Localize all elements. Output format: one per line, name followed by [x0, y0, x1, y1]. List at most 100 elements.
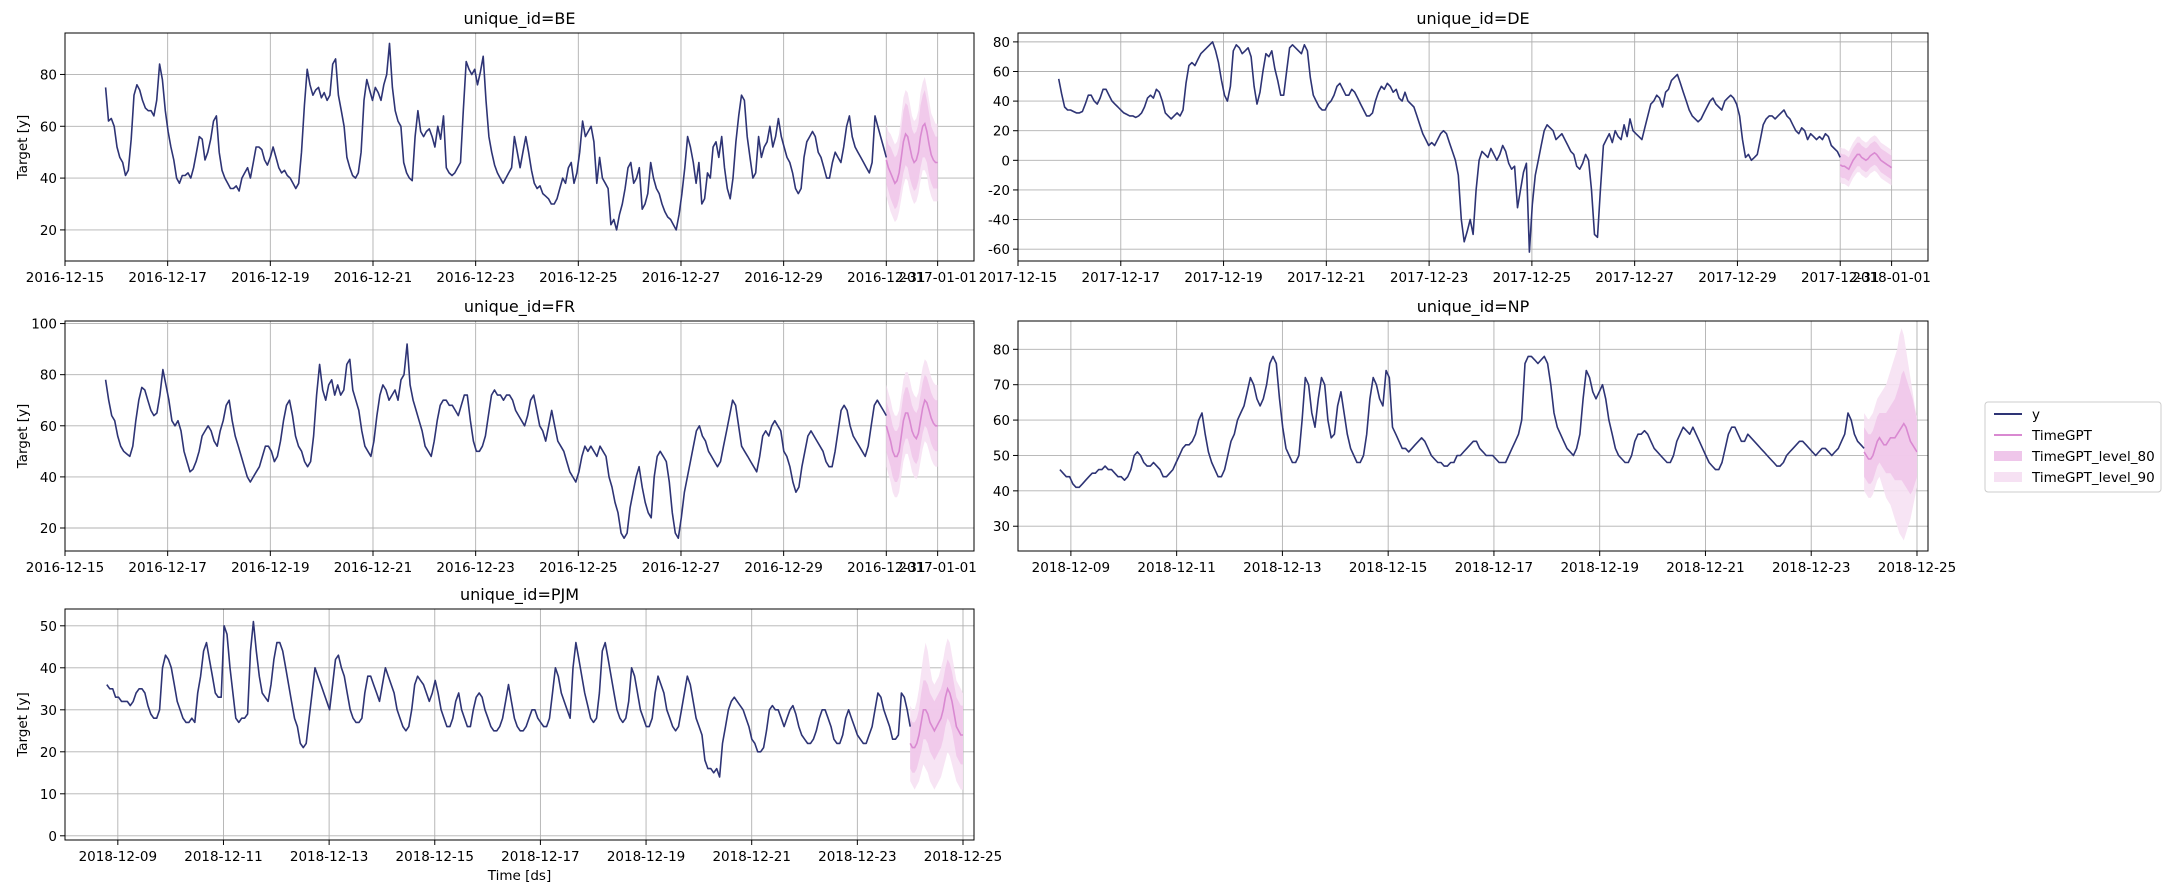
plot-area [104, 42, 938, 231]
x-tick-label: 2018-12-21 [1666, 560, 1744, 576]
series-y-line [104, 42, 888, 231]
x-tick-label: 2016-12-19 [231, 270, 309, 286]
x-tick-label: 2016-12-29 [744, 270, 822, 286]
x-tick-label: 2018-12-13 [290, 849, 368, 865]
x-tick-label: 2016-12-25 [539, 270, 617, 286]
band-level-80 [1864, 370, 1917, 495]
x-tick-label: 2016-12-15 [26, 560, 104, 576]
plot-area [106, 620, 963, 790]
x-tick-label: 2017-01-01 [898, 270, 976, 286]
series-timegpt-line [1839, 151, 1893, 171]
x-axis-label: Time [ds] [487, 868, 551, 884]
legend-frame [1984, 401, 2162, 493]
y-tick-label: 80 [993, 35, 1010, 51]
plot-area [1059, 328, 1918, 541]
x-tick-label: 2016-12-31 [847, 560, 925, 576]
series-timegpt-line [1863, 422, 1918, 460]
legend-label: TimeGPT_level_90 [2031, 470, 2155, 486]
y-tick-label: 60 [40, 419, 57, 435]
x-tick-label: 2017-12-23 [1390, 270, 1468, 286]
subplot-3: 2018-12-09 2018-12-11 2018-12-13 2018-12-15… [993, 297, 1956, 576]
x-tick-label: 2016-12-21 [334, 560, 412, 576]
x-tick-label: 2018-12-11 [184, 849, 262, 865]
subplot-1: 2017-12-15 2017-12-17 2017-12-19 2017-12-21… [979, 9, 1931, 286]
x-tick-label: 2017-01-01 [898, 560, 976, 576]
legend-label: TimeGPT [2031, 428, 2093, 444]
band-level-80 [886, 90, 938, 210]
x-tick-label: 2018-12-23 [818, 849, 896, 865]
y-tick-label: 40 [40, 661, 57, 677]
x-tick-label: 2016-12-15 [26, 270, 104, 286]
x-tick-label: 2016-12-23 [436, 560, 514, 576]
series-y-line [1057, 41, 1841, 253]
x-tick-label: 2018-12-21 [712, 849, 790, 865]
subplot-title: unique_id=BE [464, 9, 576, 29]
plot-area [1057, 41, 1893, 253]
subplot-0: 2016-12-15 2016-12-17 2016-12-19 2016-12-21… [15, 9, 977, 286]
y-tick-label: 60 [993, 64, 1010, 80]
y-tick-label: 100 [31, 317, 57, 333]
y-tick-label: 10 [40, 787, 57, 803]
x-tick-label: 2018-12-17 [1455, 560, 1533, 576]
y-tick-label: 40 [40, 171, 57, 187]
series-timegpt-line [885, 121, 938, 185]
x-tick-label: 2016-12-19 [231, 560, 309, 576]
x-tick-label: 2018-12-15 [1349, 560, 1427, 576]
plot-area [104, 343, 938, 539]
series-y-line [1059, 355, 1865, 489]
y-tick-label: 70 [993, 378, 1010, 394]
y-tick-label: 30 [40, 703, 57, 719]
x-tick-label: 2018-12-09 [1032, 560, 1110, 576]
series-timegpt-line [909, 686, 963, 749]
y-tick-label: 40 [993, 484, 1010, 500]
subplot-title: unique_id=FR [464, 297, 575, 317]
y-tick-label: -60 [988, 242, 1010, 258]
legend: y TimeGPT TimeGPT_level_80 TimeGPT_level_90 [1984, 401, 2162, 493]
y-axis-label: Target [y] [15, 692, 31, 758]
y-tick-label: 30 [993, 519, 1010, 535]
series-y-line [106, 620, 911, 778]
y-tick-label: 0 [1001, 153, 1010, 169]
legend-label: y [2032, 407, 2040, 423]
x-tick-label: 2016-12-21 [334, 270, 412, 286]
x-tick-label: 2016-12-17 [128, 270, 206, 286]
x-tick-label: 2016-12-23 [436, 270, 514, 286]
x-tick-label: 2018-12-25 [924, 849, 1002, 865]
series-timegpt-line [885, 398, 938, 458]
y-tick-label: 20 [993, 124, 1010, 140]
x-tick-label: 2017-12-17 [1082, 270, 1160, 286]
band-level-80 [910, 659, 963, 773]
axes-frame [1017, 32, 1929, 262]
y-tick-label: 80 [993, 342, 1010, 358]
legend-swatch-band [1994, 451, 2022, 461]
y-tick-label: 40 [993, 94, 1010, 110]
legend-swatch-band [1994, 472, 2022, 482]
series-y-line [104, 343, 887, 539]
y-tick-label: 50 [993, 448, 1010, 464]
y-tick-label: 50 [40, 619, 57, 635]
y-axis-label: Target [y] [15, 404, 31, 470]
x-tick-label: 2017-12-29 [1698, 270, 1776, 286]
x-tick-label: 2016-12-25 [539, 560, 617, 576]
y-tick-label: 20 [40, 745, 57, 761]
x-tick-label: 2018-12-11 [1137, 560, 1215, 576]
subplot-2: 2016-12-15 2016-12-17 2016-12-19 2016-12-21… [15, 297, 977, 576]
axes-frame [1017, 320, 1929, 552]
axes-frame [64, 32, 975, 262]
subplot-title: unique_id=DE [1416, 9, 1529, 29]
y-tick-label: 20 [40, 521, 57, 537]
x-tick-label: 2017-12-15 [979, 270, 1057, 286]
legend-label: TimeGPT_level_80 [2031, 449, 2155, 465]
x-tick-label: 2017-12-27 [1595, 270, 1673, 286]
x-tick-label: 2017-12-25 [1493, 270, 1571, 286]
x-tick-label: 2018-12-15 [396, 849, 474, 865]
y-tick-label: 60 [993, 413, 1010, 429]
y-tick-label: -40 [988, 213, 1010, 229]
subplot-title: unique_id=NP [1417, 297, 1530, 317]
x-tick-label: 2017-12-21 [1287, 270, 1365, 286]
y-tick-label: 80 [40, 67, 57, 83]
y-axis-label: Target [y] [15, 115, 31, 181]
subplot-4: 2018-12-09 2018-12-11 2018-12-13 2018-12-15… [15, 585, 1002, 884]
x-tick-label: 2018-01-01 [1852, 270, 1930, 286]
